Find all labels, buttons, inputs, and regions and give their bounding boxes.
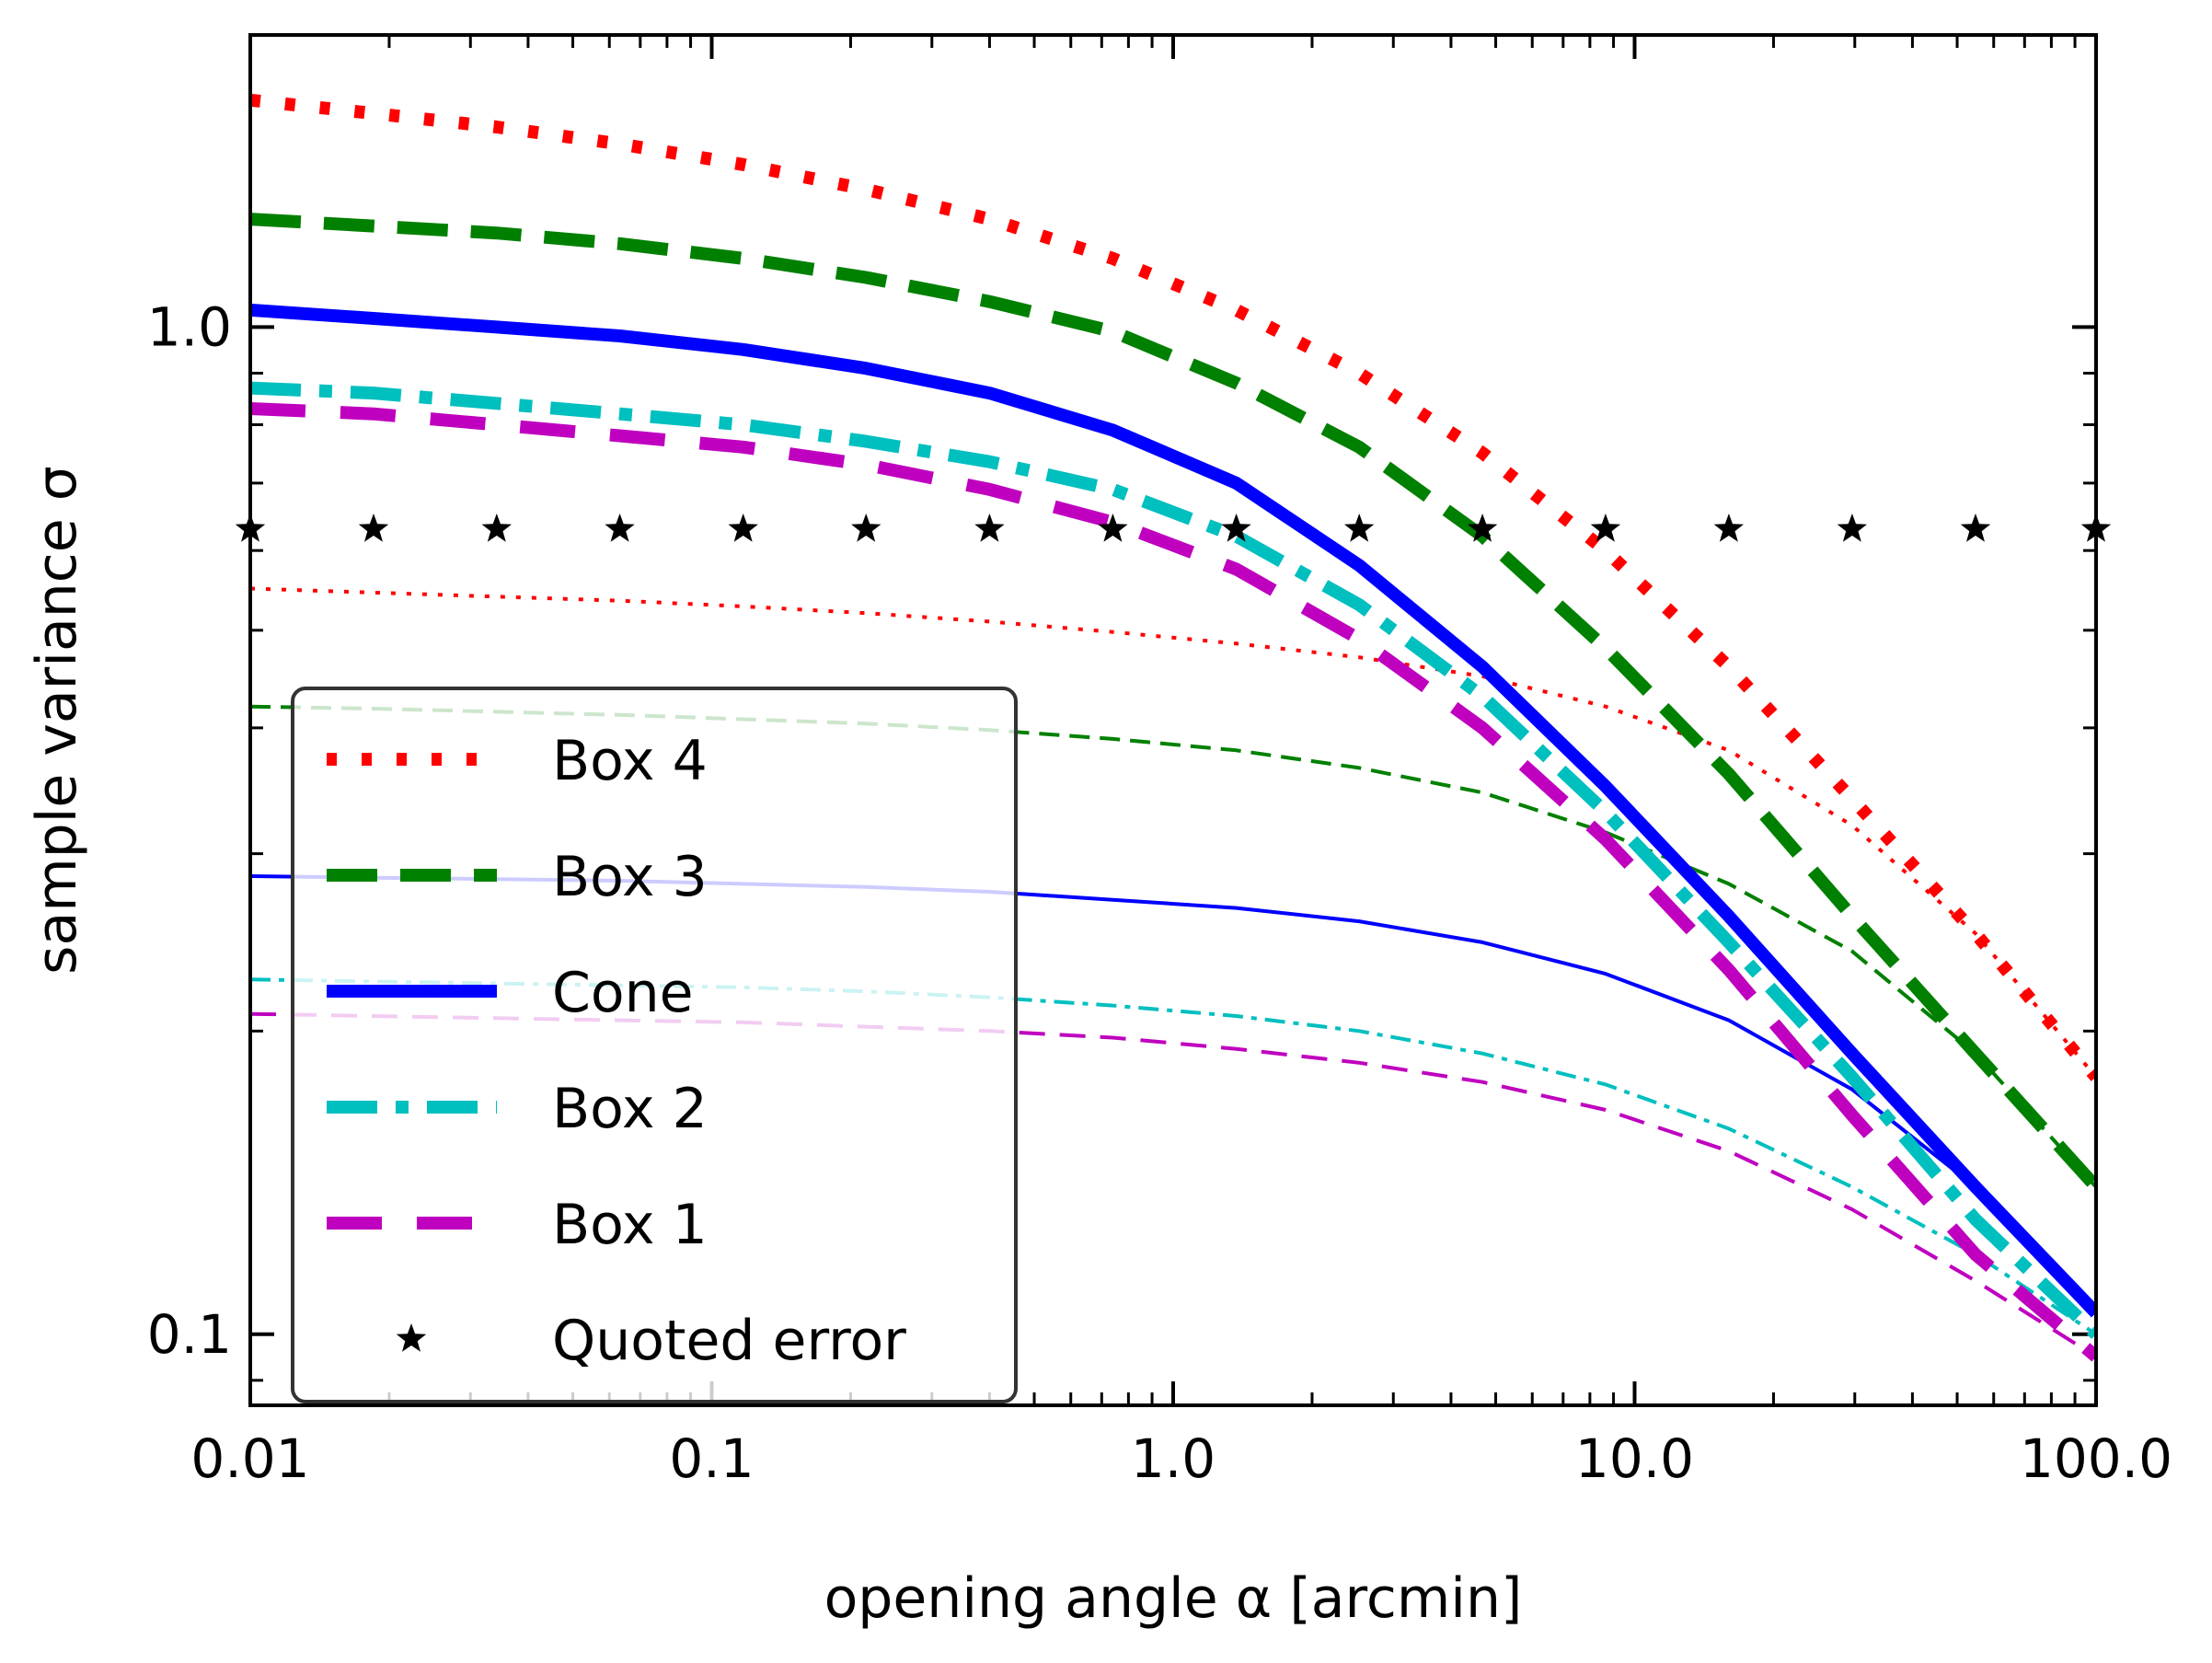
quoted-error-star	[605, 514, 635, 542]
quoted-error-star	[1960, 514, 1991, 542]
series-box-4-thin	[250, 586, 2096, 1079]
tick-labels: 0.01 0.1 1.0 10.0 100.0 0.1 1.0	[147, 295, 2172, 1490]
x-tick-label: 1.0	[1131, 1427, 1215, 1490]
x-tick-label: 10.0	[1575, 1427, 1694, 1490]
series-box-2-thick	[250, 381, 2096, 1339]
quoted-error-star	[1221, 514, 1251, 542]
quoted-error-star	[1713, 514, 1744, 542]
quoted-error-star	[1468, 514, 1498, 542]
x-axis-label: opening angle α [arcmin]	[824, 1566, 1523, 1631]
legend-label-box-3: Box 3	[552, 845, 708, 909]
legend-label-box-1: Box 1	[552, 1193, 708, 1257]
quoted-error-star	[481, 514, 512, 542]
legend-box	[291, 687, 1018, 1403]
quoted-error-star	[974, 514, 1005, 542]
x-tick-label: 0.1	[669, 1427, 754, 1490]
legend-label-quoted-error: Quoted error	[552, 1309, 906, 1373]
y-tick-label: 0.1	[147, 1303, 232, 1366]
legend-label-cone: Cone	[552, 961, 694, 1025]
legend-marker-quoted-error	[396, 1323, 427, 1352]
legend-label-box-2: Box 2	[552, 1077, 708, 1141]
series-box-3-thick	[250, 213, 2096, 1192]
quoted-error-star	[1837, 514, 1867, 542]
legend: Box 4 Box 3 Cone Box 2 Box 1 Quoted error	[291, 687, 1018, 1403]
quoted-error-star	[851, 514, 881, 542]
x-tick-label: 100.0	[2020, 1427, 2172, 1490]
quoted-error-star	[1344, 514, 1375, 542]
legend-label-box-4: Box 4	[552, 729, 708, 793]
quoted-error-star	[358, 514, 389, 542]
series-box-4-thick	[250, 93, 2096, 1081]
quoted-error-star	[1098, 514, 1128, 542]
y-axis-label: sample variance σ	[25, 466, 89, 975]
plot-frame	[248, 33, 2098, 1407]
quoted-error-star	[1590, 514, 1621, 542]
x-tick-label: 0.01	[190, 1427, 309, 1490]
quoted-error-star	[728, 514, 758, 542]
y-tick-label: 1.0	[147, 295, 232, 358]
series-box-1-thick	[250, 402, 2096, 1362]
series-cone-thick	[250, 303, 2096, 1318]
